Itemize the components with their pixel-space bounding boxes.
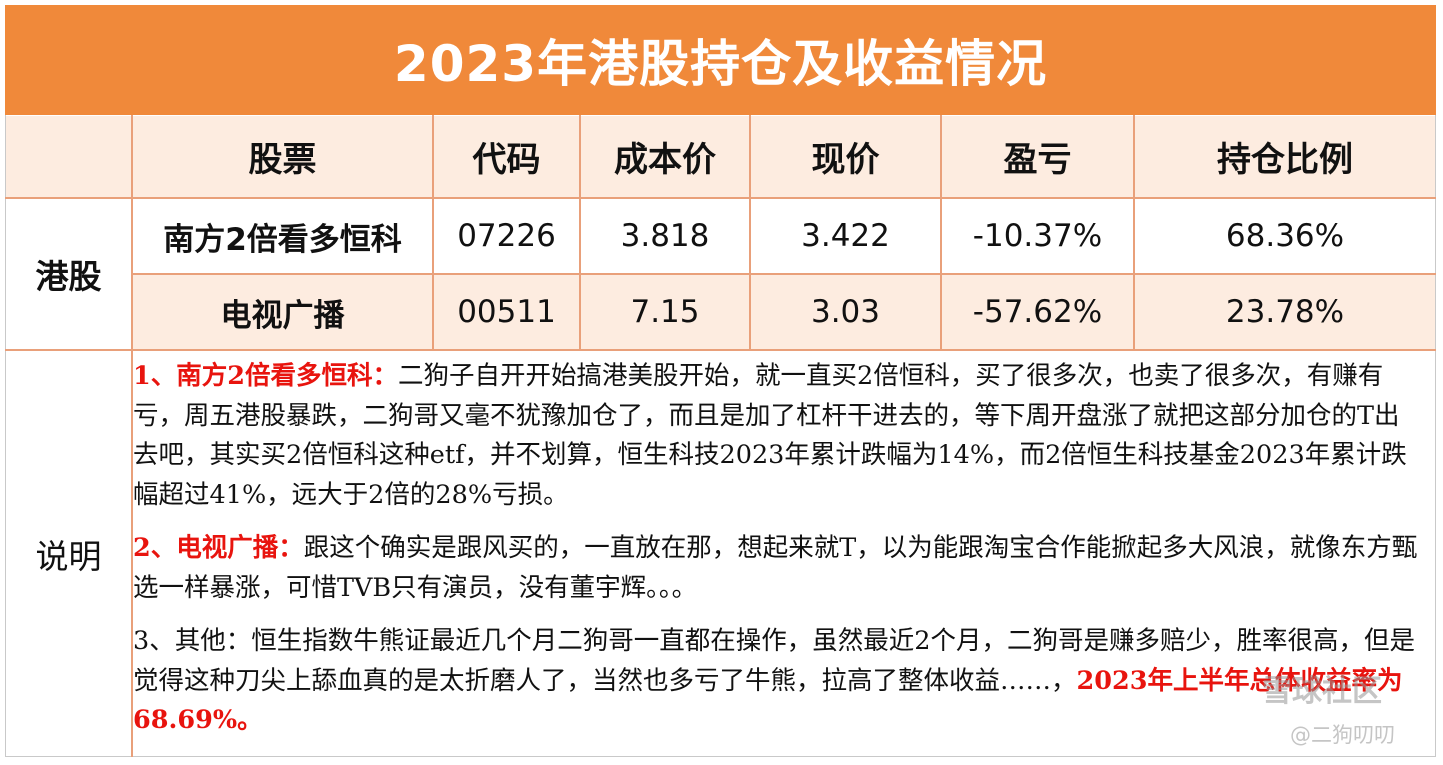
note2-heading: 2、电视广播： xyxy=(133,533,304,563)
group-label-hk: 港股 xyxy=(35,257,102,296)
row2-name: 电视广播 xyxy=(220,297,345,334)
header-stock: 股票 xyxy=(248,140,317,180)
grid-line xyxy=(579,115,581,350)
row1-code: 07226 xyxy=(457,218,556,254)
row2-pnl: -57.62% xyxy=(972,294,1103,330)
page-title: 2023年港股持仓及收益情况 xyxy=(393,35,1048,93)
note3-body: 3、其他：恒生指数牛熊证最近几个月二狗哥一直都在操作，虽然最近2个月，二狗哥是赚… xyxy=(133,626,1415,696)
header-ratio: 持仓比例 xyxy=(1217,140,1353,180)
watermark-author: @二狗叨叨 xyxy=(1290,723,1395,747)
grid-line xyxy=(5,197,1436,199)
row2-price: 3.03 xyxy=(810,294,881,330)
title-bar: 2023年港股持仓及收益情况 xyxy=(5,5,1436,115)
row1-price: 3.422 xyxy=(801,218,890,254)
row2-bg xyxy=(133,274,1435,350)
note1-heading: 1、南方2倍看多恒科： xyxy=(133,361,398,391)
note-paragraph-1: 1、南方2倍看多恒科：二狗子自开开始搞港美股开始，就一直买2倍恒科，买了很多次，… xyxy=(133,357,1423,515)
note2-body: 跟这个确实是跟风买的，一直放在那，想起来就T，以为能跟淘宝合作能掀起多大风浪，就… xyxy=(133,533,1418,603)
header-row-bg xyxy=(6,116,1435,198)
grid-line xyxy=(749,115,751,350)
grid-line xyxy=(131,115,133,757)
note-paragraph-3: 3、其他：恒生指数牛熊证最近几个月二狗哥一直都在操作，虽然最近2个月，二狗哥是赚… xyxy=(133,622,1423,741)
row1-cost: 3.818 xyxy=(620,218,710,254)
row2-cost: 7.15 xyxy=(630,294,700,330)
header-pnl: 盈亏 xyxy=(1003,140,1072,180)
header-cost: 成本价 xyxy=(614,140,716,180)
row2-code: 00511 xyxy=(457,294,556,330)
grid-line xyxy=(432,115,434,350)
row1-ratio: 68.36% xyxy=(1225,218,1345,254)
watermark-site: 雪球社区 xyxy=(1262,674,1382,709)
note-paragraph-2: 2、电视广播：跟这个确实是跟风买的，一直放在那，想起来就T，以为能跟淘宝合作能掀… xyxy=(133,529,1423,608)
grid-line xyxy=(940,115,942,350)
row1-pnl: -10.37% xyxy=(972,218,1103,254)
header-price: 现价 xyxy=(811,140,880,180)
grid-line xyxy=(1133,115,1135,350)
notes-label: 说明 xyxy=(35,536,102,576)
row1-name: 南方2倍看多恒科 xyxy=(163,221,402,258)
grid-line xyxy=(133,273,1436,275)
note1-body: 二狗子自开开始搞港美股开始，就一直买2倍恒科，买了很多次，也卖了很多次，有赚有亏… xyxy=(133,361,1407,510)
grid-line xyxy=(5,349,1436,351)
header-code: 代码 xyxy=(472,140,541,180)
row2-ratio: 23.78% xyxy=(1225,294,1345,330)
notes-content: 1、南方2倍看多恒科：二狗子自开开始搞港美股开始，就一直买2倍恒科，买了很多次，… xyxy=(133,357,1423,755)
note3-summary: 2023年上半年总体收益率为68.69%。 xyxy=(133,665,1403,736)
